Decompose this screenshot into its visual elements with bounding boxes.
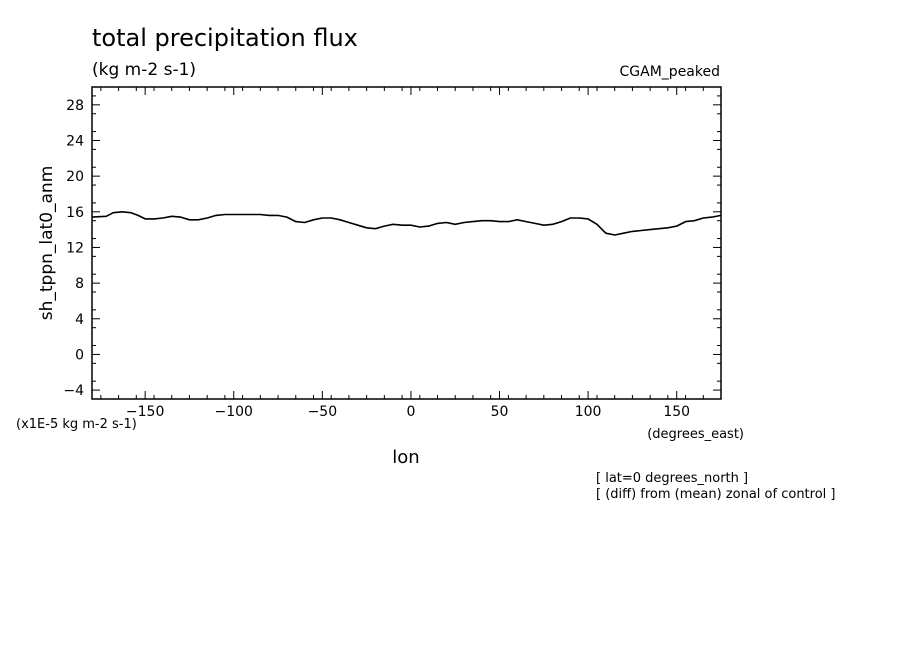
footnote-difference: [ (diff) from (mean) zonal of control ] <box>596 487 835 502</box>
y-tick-label: 20 <box>66 169 84 185</box>
tick-labels: −150 −100 −50 0 50 100 150 −4 0 4 8 12 16 20 24 28 <box>63 98 690 420</box>
x-axis-label: lon <box>392 447 419 468</box>
tick-marks <box>92 87 722 400</box>
x-tick-label: 100 <box>575 404 602 420</box>
y-scale-note: (x1E-5 kg m-2 s-1) <box>16 417 137 432</box>
x-tick-label: −150 <box>126 404 164 420</box>
y-tick-label: 24 <box>66 133 84 149</box>
units-label: (kg m-2 s-1) <box>92 60 196 80</box>
series-line <box>91 211 722 236</box>
x-tick-label: −100 <box>215 404 253 420</box>
y-tick-label: 8 <box>75 276 84 292</box>
run-label: CGAM_peaked <box>620 64 720 80</box>
x-tick-label: 0 <box>406 404 415 420</box>
x-tick-label: 50 <box>491 404 509 420</box>
y-tick-label: 4 <box>75 312 84 328</box>
y-tick-label: −4 <box>63 383 84 399</box>
x-units-label: (degrees_east) <box>647 427 744 442</box>
footnote-latitude: [ lat=0 degrees_north ] <box>596 471 748 486</box>
plot-frame <box>91 86 722 400</box>
y-tick-label: 16 <box>66 205 84 221</box>
series-layer <box>91 211 722 236</box>
y-tick-label: 0 <box>75 347 84 363</box>
chart-title: total precipitation flux <box>92 24 358 52</box>
y-axis-label: sh_tppn_lat0_anm <box>37 166 57 321</box>
x-tick-label: 150 <box>663 404 690 420</box>
x-tick-label: −50 <box>308 404 338 420</box>
y-tick-label: 12 <box>66 240 84 256</box>
y-tick-label: 28 <box>66 98 84 114</box>
